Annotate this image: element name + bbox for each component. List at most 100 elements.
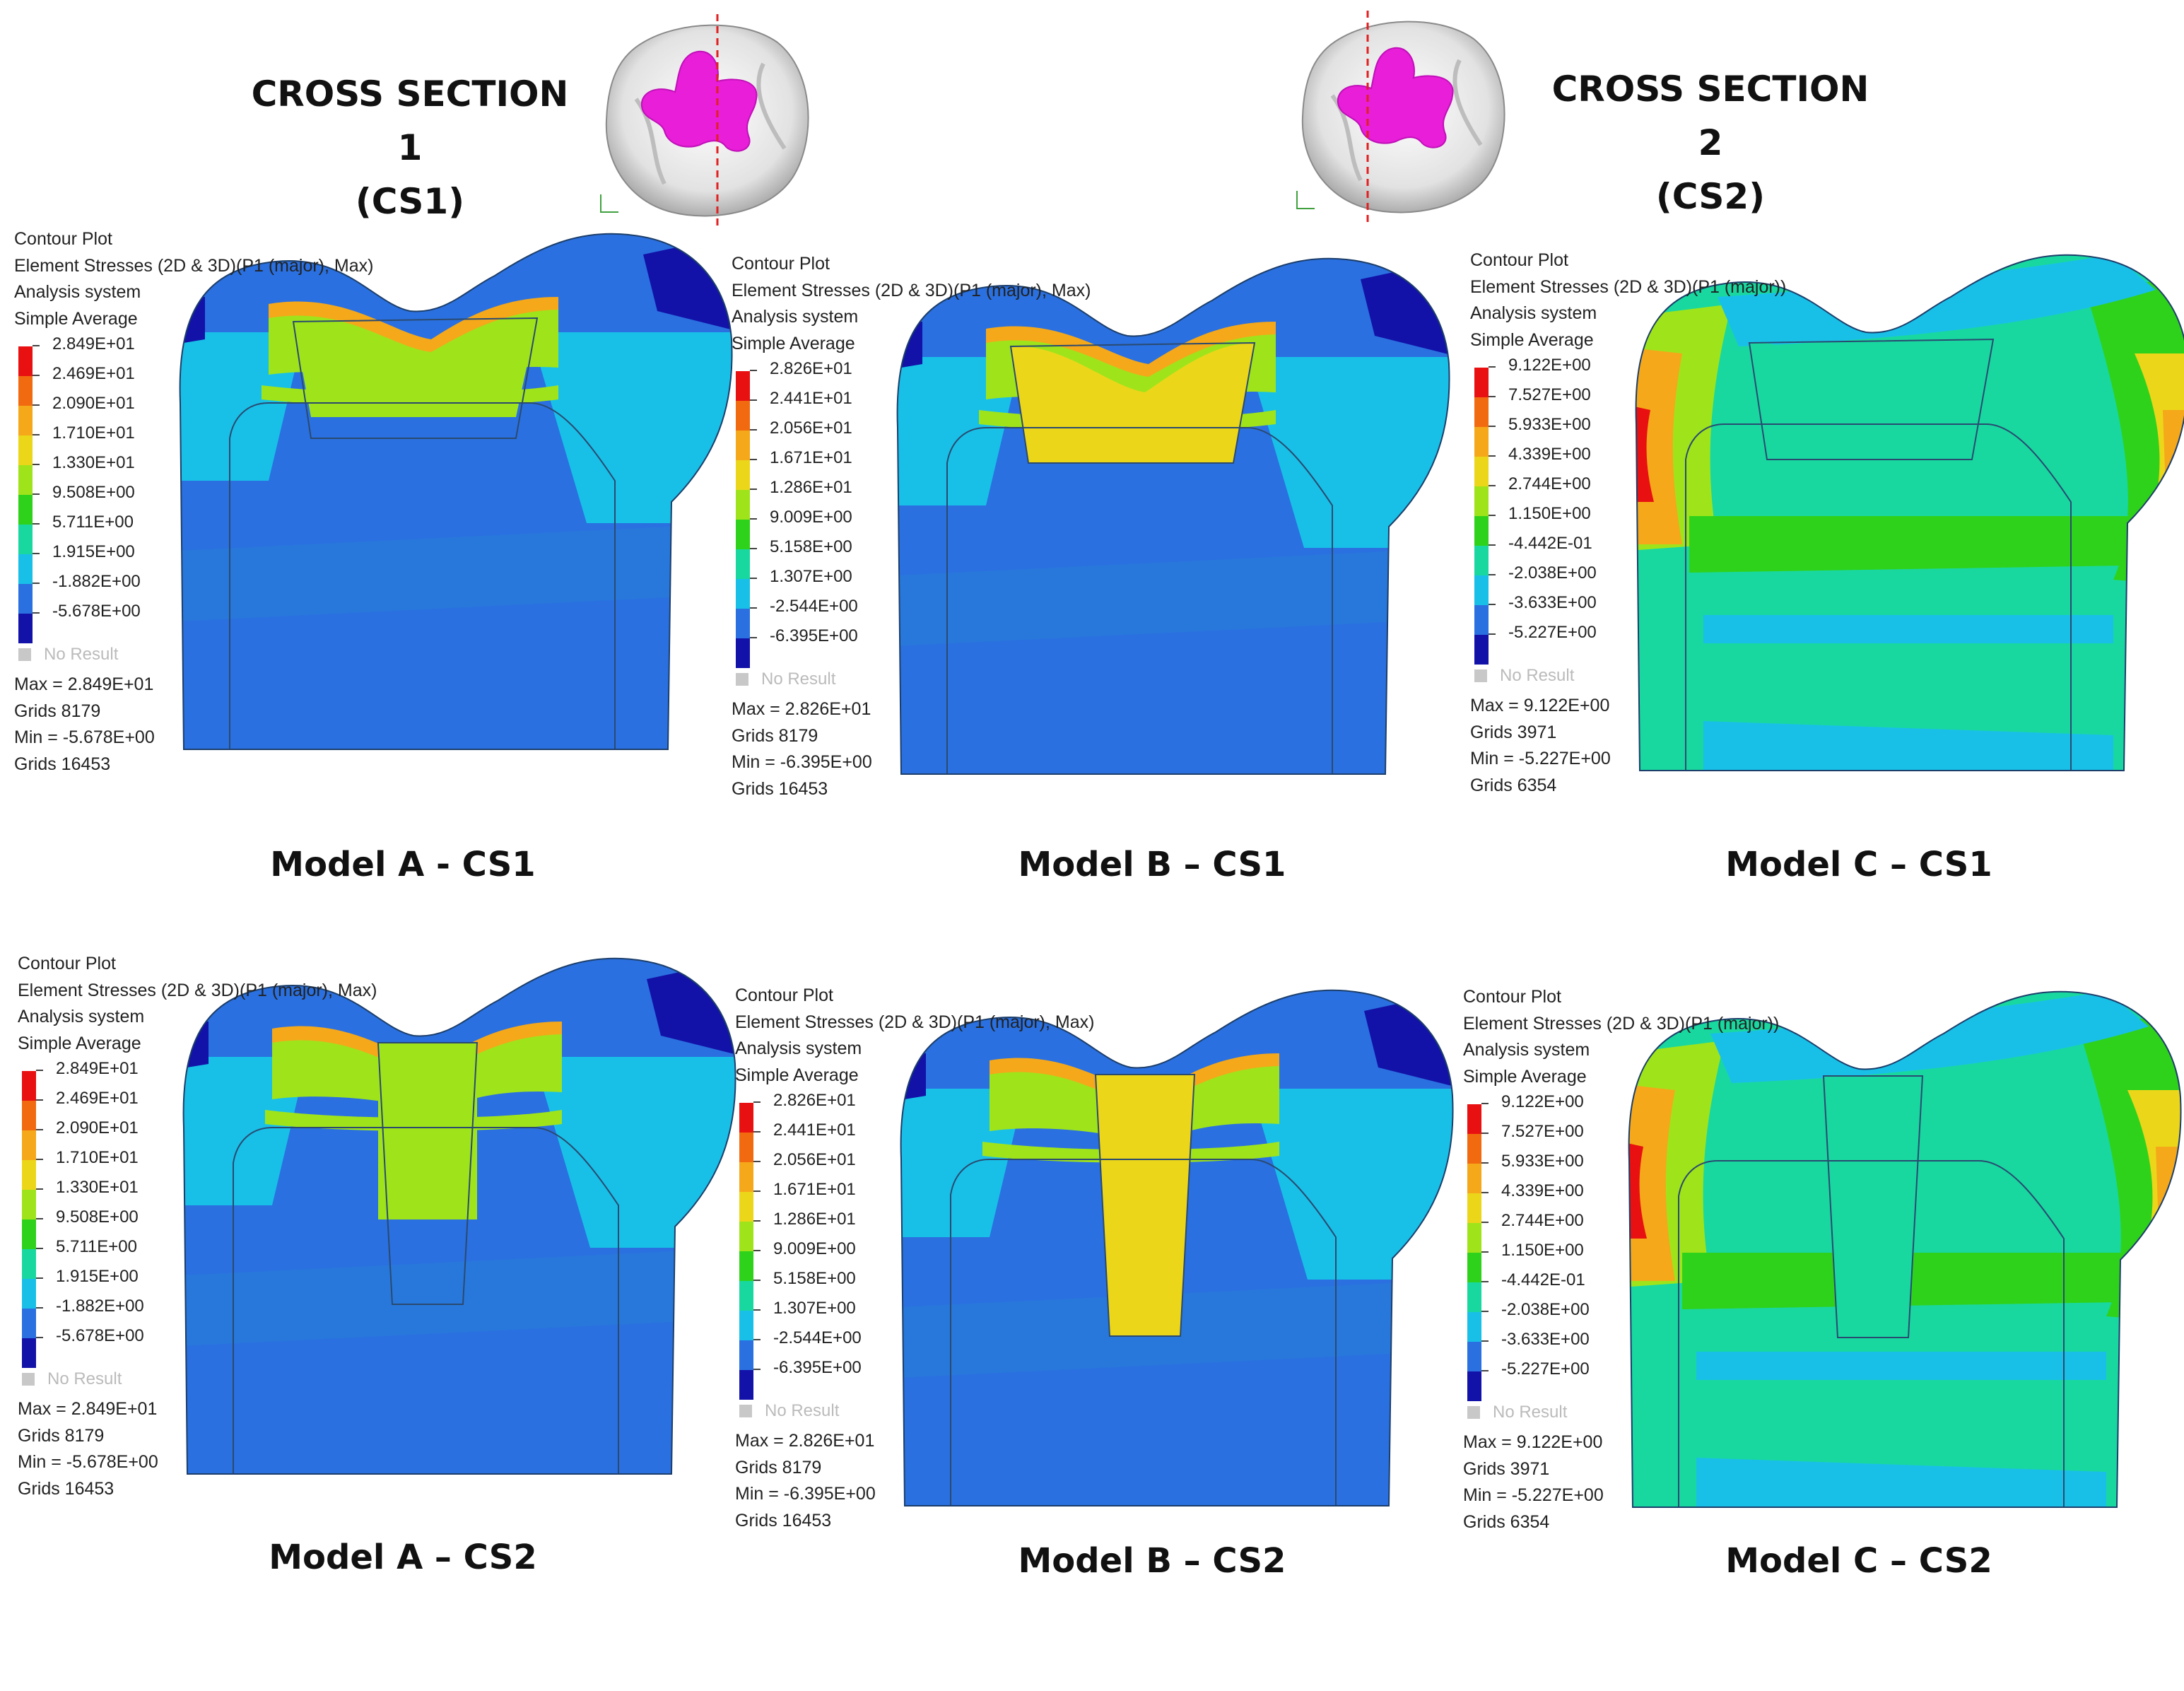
contour-plot-header: Contour Plot Element Stresses (2D & 3D)(P…	[732, 251, 1091, 357]
legend-value: 1.671E+01	[770, 448, 852, 467]
legend-swatch	[739, 1251, 753, 1281]
legend-value: -5.227E+00	[1501, 1359, 1590, 1379]
max-min-stats: Max = 9.122E+00 Grids 3971 Min = -5.227E+0…	[1470, 693, 1611, 799]
legend-swatch	[18, 495, 33, 525]
legend-swatch	[18, 465, 33, 495]
legend-swatch	[739, 1133, 753, 1162]
legend-tick	[750, 488, 757, 490]
no-result-swatch	[18, 648, 31, 661]
legend-value: 2.056E+01	[770, 419, 852, 438]
legend-swatch	[1467, 1371, 1481, 1401]
legend-value: 1.710E+01	[56, 1148, 139, 1167]
legend-swatch	[18, 554, 33, 584]
meta-line: Contour Plot	[732, 254, 830, 274]
legend-tick	[33, 404, 40, 406]
occlusal-view-cs2	[1296, 11, 1505, 223]
meta-line: Analysis system	[1470, 303, 1597, 323]
legend-value: -4.442E-01	[1508, 534, 1592, 553]
legend-swatch	[22, 1338, 36, 1368]
legend-tick	[36, 1277, 43, 1279]
legend-value: 2.826E+01	[770, 359, 852, 378]
legend-tick	[750, 548, 757, 549]
legend-tick	[750, 518, 757, 520]
panel-model-b-cs2: Contour Plot Element Stresses (2D & 3D)(P…	[735, 983, 1463, 1690]
contour-plot-header: Contour Plot Element Stresses (2D & 3D)(P…	[14, 226, 373, 332]
axis-triad-icon	[600, 194, 618, 213]
dentin-outline	[946, 427, 1333, 775]
legend-tick	[36, 1099, 43, 1101]
max-min-stats: Max = 9.122E+00 Grids 3971 Min = -5.227E+0…	[1463, 1429, 1604, 1535]
dentin-outline	[950, 1159, 1337, 1506]
meta-line: Analysis system	[1463, 1040, 1590, 1060]
legend-value: -6.395E+00	[770, 626, 858, 645]
legend-tick	[33, 434, 40, 435]
stats-line: Grids 8179	[735, 1457, 822, 1478]
meta-line: Element Stresses (2D & 3D)(P1 (major), M…	[732, 280, 1091, 300]
legend-tick	[1481, 1133, 1489, 1134]
panel-model-a-cs2: Contour Plot Element Stresses (2D & 3D)(P…	[18, 951, 746, 1658]
legend-tick	[750, 578, 757, 579]
contour-plot-header: Contour Plot Element Stresses (2D & 3D)(P…	[735, 983, 1094, 1089]
legend-value: 9.122E+00	[1508, 356, 1591, 375]
caption-model-b-cs1: Model B – CS1	[1018, 845, 1286, 884]
stats-line: Max = 2.826E+01	[732, 699, 871, 719]
legend-value: 9.009E+00	[773, 1239, 856, 1258]
stress-contour-map	[1628, 991, 2181, 1508]
legend-tick	[753, 1339, 761, 1340]
meta-line: Contour Plot	[18, 954, 116, 973]
cs2-title-line1: CROSS SECTION 2	[1551, 69, 1869, 163]
max-min-stats: Max = 2.826E+01 Grids 8179 Min = -6.395E+0…	[732, 696, 872, 802]
dentin-outline	[1678, 1160, 2065, 1508]
stats-line: Grids 16453	[14, 754, 111, 774]
legend-tick	[753, 1369, 761, 1370]
legend-value: 1.330E+01	[52, 453, 135, 472]
legend-swatch	[1467, 1223, 1481, 1253]
no-result-entry: No Result	[1470, 666, 1574, 686]
legend-swatch	[22, 1309, 36, 1338]
legend-value: 2.849E+01	[52, 334, 135, 353]
legend-tick	[750, 399, 757, 401]
legend-swatch	[1467, 1164, 1481, 1193]
legend-value: -2.038E+00	[1501, 1300, 1590, 1319]
meta-line: Simple Average	[732, 333, 855, 353]
dentin-outline	[1685, 423, 2072, 771]
stats-line: Grids 8179	[14, 701, 101, 721]
legend-swatch	[739, 1311, 753, 1340]
legend-value: -5.678E+00	[56, 1326, 144, 1345]
legend-tick	[750, 370, 757, 371]
legend-swatch	[1467, 1193, 1481, 1223]
legend-value: 2.849E+01	[56, 1059, 139, 1078]
inlay-region	[378, 1043, 477, 1219]
legend-swatch	[22, 1279, 36, 1309]
legend-tick	[1489, 604, 1496, 605]
legend-swatch	[22, 1130, 36, 1160]
axis-triad-icon	[1296, 191, 1315, 209]
legend-swatch	[18, 584, 33, 614]
legend-swatch	[1474, 516, 1489, 546]
cs1-title-line2: (CS1)	[355, 181, 465, 222]
max-min-stats: Max = 2.849E+01 Grids 8179 Min = -5.678E+0…	[18, 1396, 158, 1502]
caption-model-a-cs2: Model A – CS2	[269, 1538, 537, 1577]
legend-value: -3.633E+00	[1501, 1330, 1590, 1349]
tooth-cross-section	[182, 957, 736, 1475]
dentin-outline	[233, 1127, 619, 1475]
legend-value: 1.671E+01	[773, 1180, 856, 1199]
legend-tick	[36, 1307, 43, 1309]
legend-tick	[1489, 455, 1496, 457]
legend-swatch	[736, 609, 750, 638]
stats-line: Grids 16453	[18, 1478, 115, 1499]
legend-value: 4.339E+00	[1508, 445, 1591, 464]
legend-swatch	[1467, 1282, 1481, 1312]
legend-swatch	[22, 1101, 36, 1130]
cs1-title-line1: CROSS SECTION 1	[251, 74, 569, 168]
legend-value: 5.933E+00	[1508, 415, 1591, 434]
legend-tick	[753, 1101, 761, 1103]
legend-swatch	[736, 579, 750, 609]
legend-swatch	[18, 435, 33, 465]
legend-swatch	[18, 376, 33, 406]
legend-tick	[753, 1131, 761, 1133]
legend-tick	[33, 523, 40, 525]
legend-swatch	[1474, 397, 1489, 427]
legend-tick	[753, 1161, 761, 1162]
no-result-entry: No Result	[732, 669, 835, 689]
